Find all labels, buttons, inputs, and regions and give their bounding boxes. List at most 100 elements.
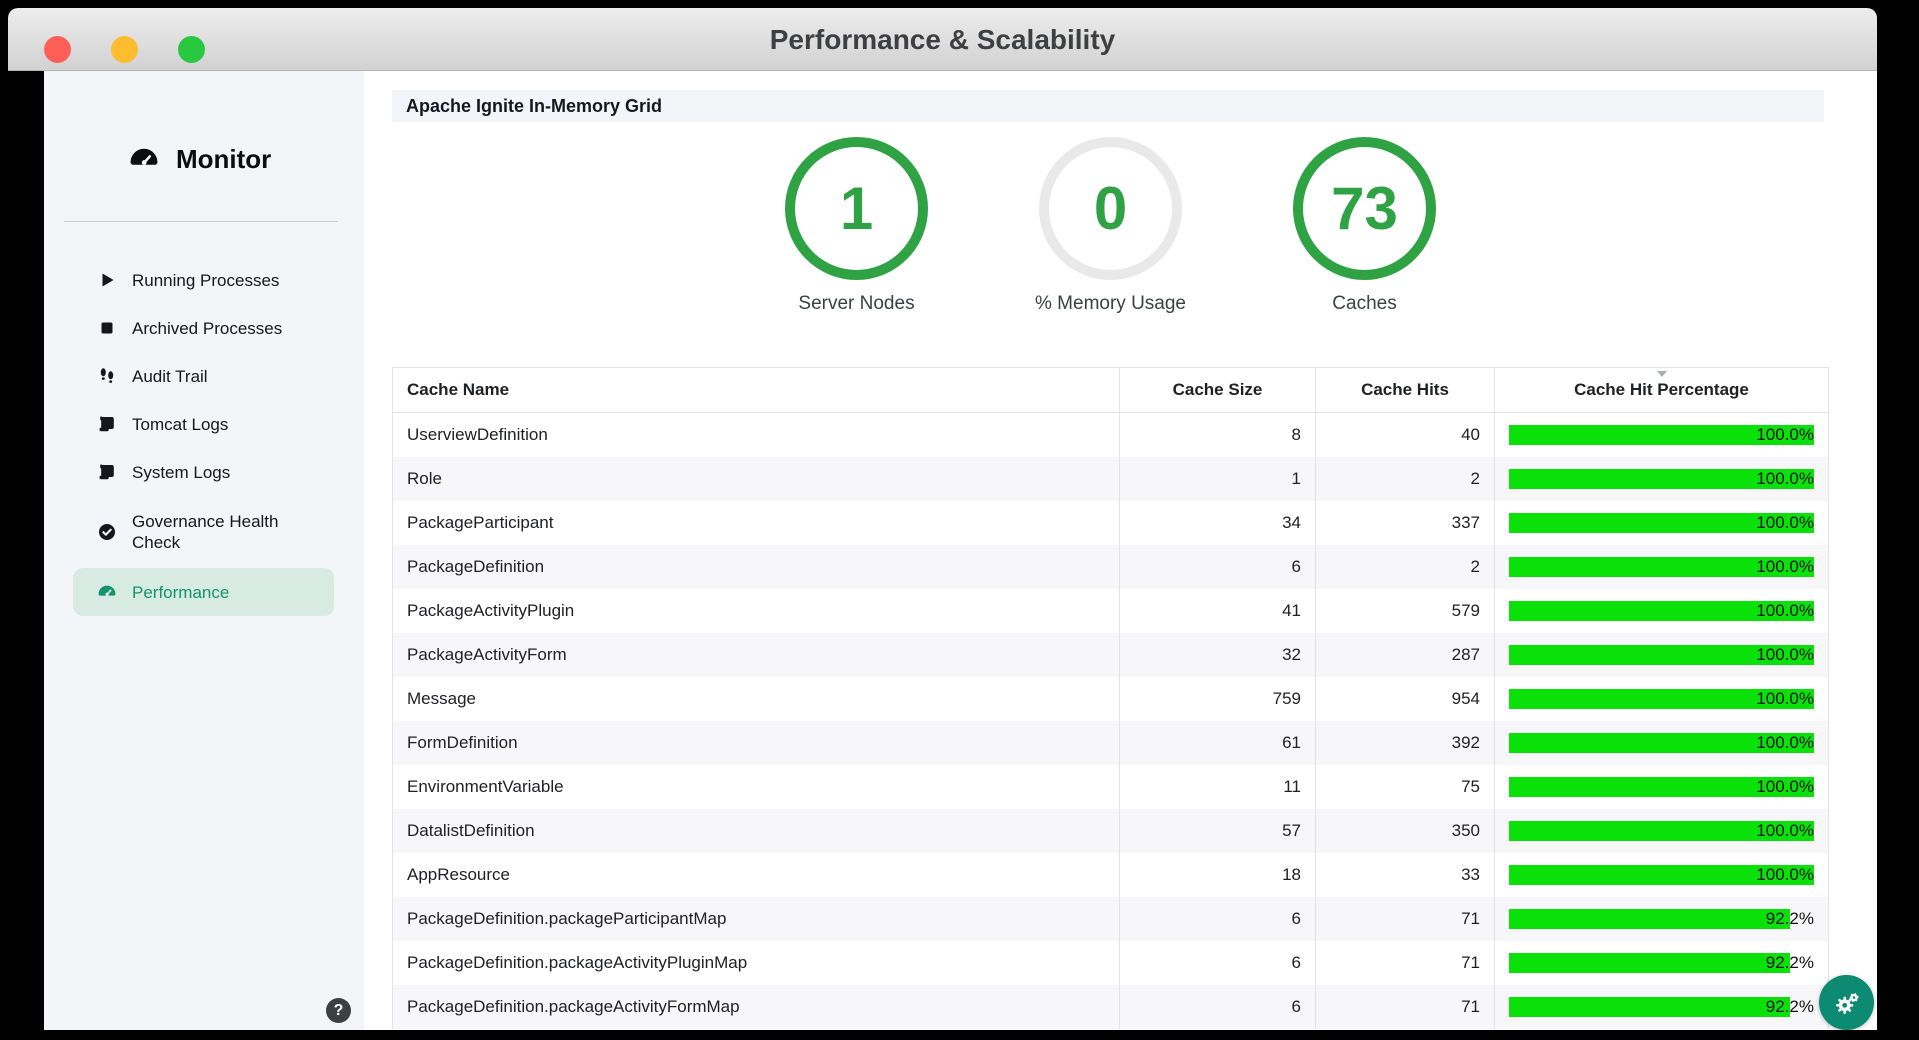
sidebar-item-system-logs[interactable]: System Logs (73, 448, 334, 496)
table-row: PackageParticipant 34 337 100.0% (393, 501, 1828, 545)
minimize-button[interactable] (111, 36, 138, 63)
hit-percentage-bar (1509, 513, 1814, 533)
cell-cache-name: Message (407, 689, 476, 708)
help-icon[interactable]: ? (326, 998, 351, 1023)
column-header-cache-hit-percentage[interactable]: Cache Hit Percentage (1494, 368, 1828, 412)
table-row: PackageDefinition 6 2 100.0% (393, 545, 1828, 589)
cell-cache-name: PackageActivityPlugin (407, 601, 575, 620)
sidebar-item-label: Running Processes (132, 270, 280, 290)
table-row: AppResource 18 33 100.0% (393, 853, 1828, 897)
hit-percentage-value: 100.0% (1756, 601, 1814, 620)
cell-cache-hit-percentage: 100.0% (1494, 457, 1828, 501)
app-window: Monitor Running Processes Archived Proce… (44, 71, 1877, 1030)
cell-cache-hits: 2 (1315, 457, 1494, 501)
zoom-button[interactable] (178, 36, 205, 63)
cell-cache-size: 11 (1119, 765, 1315, 809)
hit-percentage-bar (1509, 821, 1814, 841)
cell-cache-name: PackageDefinition.packageActivityFormMap (407, 997, 740, 1016)
gauge-icon (128, 143, 160, 175)
section-header: Apache Ignite In-Memory Grid (392, 90, 1824, 122)
sidebar-item-tomcat-logs[interactable]: Tomcat Logs (73, 400, 334, 448)
cell-cache-hit-percentage: 100.0% (1494, 413, 1828, 457)
main-content: Apache Ignite In-Memory Grid 1 Server No… (364, 71, 1877, 1030)
stats-row: 1 Server Nodes 0 % Memory Usage 73 Cache… (364, 137, 1857, 315)
cell-cache-hits: 287 (1315, 633, 1494, 677)
hit-percentage-bar-track: 100.0% (1509, 425, 1814, 445)
hit-percentage-bar (1509, 645, 1814, 665)
cell-cache-hit-percentage: 100.0% (1494, 545, 1828, 589)
cell-cache-size: 6 (1119, 985, 1315, 1029)
column-header-cache-size[interactable]: Cache Size (1119, 368, 1315, 412)
cell-cache-hits: 75 (1315, 765, 1494, 809)
hit-percentage-value: 92.2% (1765, 953, 1814, 972)
hit-percentage-bar (1509, 601, 1814, 621)
cell-cache-size: 1 (1119, 457, 1315, 501)
cell-cache-hit-percentage: 100.0% (1494, 809, 1828, 853)
hit-percentage-value: 92.2% (1765, 909, 1814, 928)
sidebar: Monitor Running Processes Archived Proce… (44, 71, 364, 1030)
hit-percentage-bar (1509, 997, 1791, 1017)
cell-cache-size: 6 (1119, 545, 1315, 589)
hit-percentage-bar (1509, 865, 1814, 885)
cell-cache-name: EnvironmentVariable (407, 777, 564, 796)
gears-icon (1832, 988, 1862, 1018)
cell-cache-name: AppResource (407, 865, 511, 884)
stat-server-nodes: 1 Server Nodes (785, 137, 928, 315)
stat-label: Caches (1332, 293, 1397, 314)
sidebar-divider (64, 221, 338, 222)
scroll-icon (97, 414, 117, 434)
hit-percentage-bar (1509, 469, 1814, 489)
sidebar-item-archived-processes[interactable]: Archived Processes (73, 304, 334, 352)
cell-cache-name: PackageActivityForm (407, 645, 567, 664)
hit-percentage-bar-track: 100.0% (1509, 821, 1814, 841)
sort-desc-icon (1656, 371, 1667, 377)
cell-cache-name: PackageDefinition.packageParticipantMap (407, 909, 727, 928)
cell-cache-name: UserviewDefinition (407, 425, 548, 444)
hit-percentage-bar-track: 100.0% (1509, 645, 1814, 665)
cell-cache-hit-percentage: 100.0% (1494, 765, 1828, 809)
hit-percentage-value: 100.0% (1756, 513, 1814, 532)
table-row: FormDefinition 61 392 100.0% (393, 721, 1828, 765)
sidebar-item-performance[interactable]: Performance (73, 568, 334, 616)
cell-cache-name: PackageDefinition (407, 557, 545, 576)
column-header-cache-hits[interactable]: Cache Hits (1315, 368, 1494, 412)
sidebar-item-running-processes[interactable]: Running Processes (73, 256, 334, 304)
cell-cache-name: FormDefinition (407, 733, 518, 752)
hit-percentage-value: 92.2% (1765, 997, 1814, 1016)
cell-cache-hits: 2 (1315, 545, 1494, 589)
cache-table: Cache Name Cache Size Cache Hits Cache H… (392, 367, 1829, 1029)
hit-percentage-value: 100.0% (1756, 557, 1814, 576)
table-row: PackageDefinition.packageActivityPluginM… (393, 941, 1828, 985)
stat-label: Server Nodes (798, 293, 915, 314)
sidebar-item-label: Audit Trail (132, 366, 208, 386)
cell-cache-hits: 71 (1315, 897, 1494, 941)
hit-percentage-bar-track: 100.0% (1509, 469, 1814, 489)
hit-percentage-bar-track: 92.2% (1509, 909, 1814, 929)
cell-cache-hits: 954 (1315, 677, 1494, 721)
table-row: PackageActivityPlugin 41 579 100.0% (393, 589, 1828, 633)
hit-percentage-bar-track: 100.0% (1509, 777, 1814, 797)
cell-cache-size: 8 (1119, 413, 1315, 457)
app-title: Monitor (176, 143, 272, 174)
settings-fab[interactable] (1819, 975, 1874, 1030)
hit-percentage-bar-track: 92.2% (1509, 997, 1814, 1017)
cell-cache-hits: 71 (1315, 985, 1494, 1029)
hit-percentage-bar-track: 100.0% (1509, 733, 1814, 753)
hit-percentage-value: 100.0% (1756, 777, 1814, 796)
cell-cache-name: DatalistDefinition (407, 821, 535, 840)
check-circle-icon (97, 522, 117, 542)
cell-cache-size: 18 (1119, 853, 1315, 897)
hit-percentage-bar (1509, 689, 1814, 709)
sidebar-item-governance-health-check[interactable]: Governance Health Check (73, 496, 334, 568)
close-button[interactable] (44, 36, 71, 63)
footprints-icon (97, 366, 117, 386)
cell-cache-hit-percentage: 100.0% (1494, 633, 1828, 677)
table-row: Role 1 2 100.0% (393, 457, 1828, 501)
hit-percentage-value: 100.0% (1756, 469, 1814, 488)
hit-percentage-bar (1509, 909, 1791, 929)
sidebar-item-audit-trail[interactable]: Audit Trail (73, 352, 334, 400)
sidebar-item-label: Governance Health Check (132, 512, 279, 552)
column-header-cache-name[interactable]: Cache Name (407, 380, 510, 399)
cell-cache-size: 32 (1119, 633, 1315, 677)
hit-percentage-bar-track: 100.0% (1509, 513, 1814, 533)
